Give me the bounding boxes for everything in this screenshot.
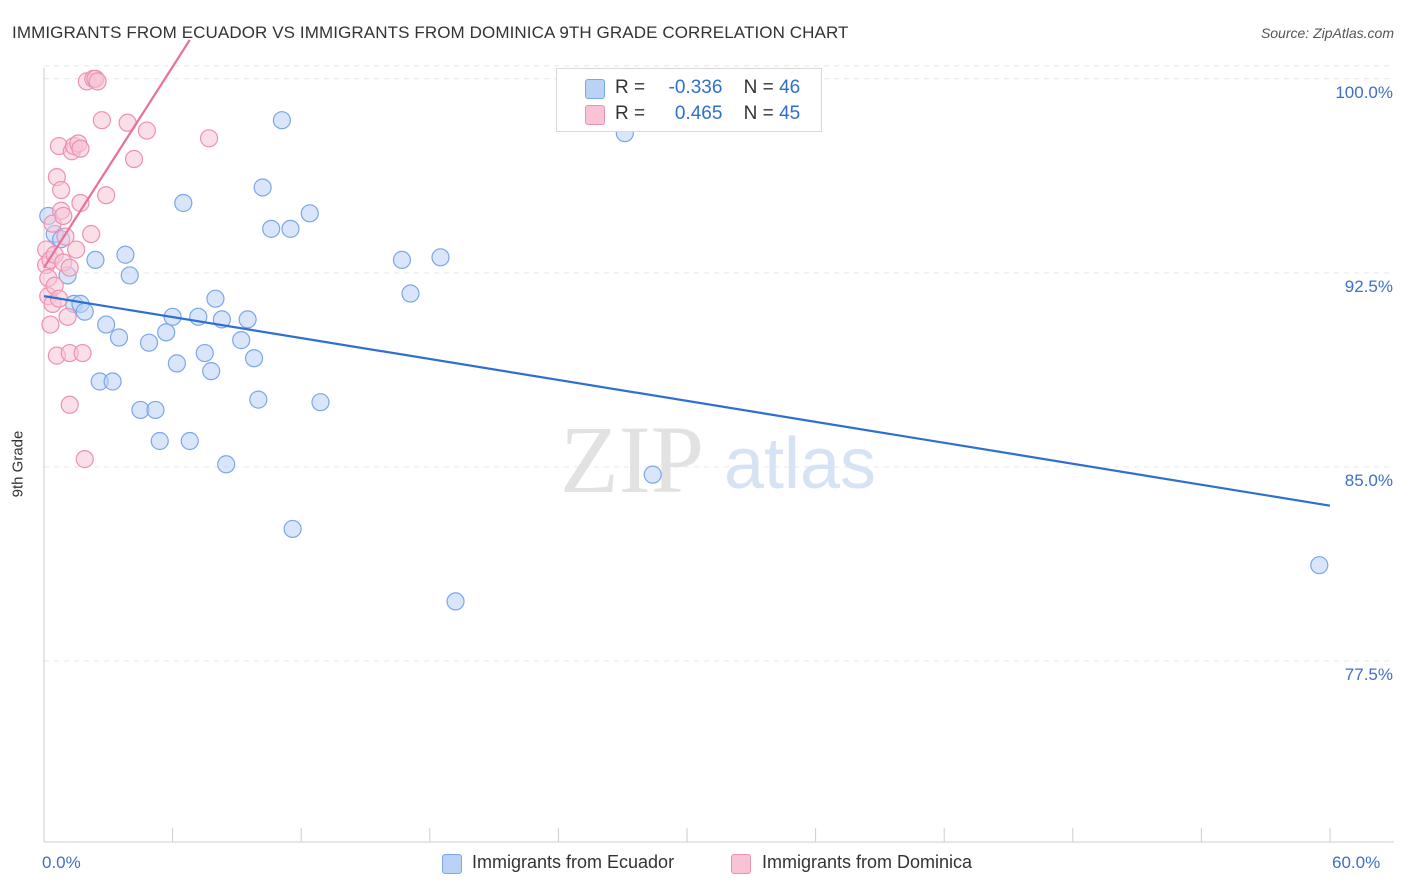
dominica-point bbox=[58, 307, 77, 326]
ecuador-point bbox=[206, 289, 225, 308]
legend-r-value: 0.465 bbox=[674, 103, 723, 124]
dominica-point bbox=[71, 139, 90, 158]
ecuador-point bbox=[431, 248, 450, 267]
ecuador-point bbox=[109, 328, 129, 347]
watermark: ZIP atlas bbox=[560, 406, 876, 513]
dominica-point bbox=[73, 343, 92, 363]
dominica-point bbox=[199, 129, 219, 148]
ecuador-point bbox=[643, 465, 662, 484]
dominica-point bbox=[60, 258, 79, 277]
ecuador-point bbox=[401, 284, 420, 303]
y-tick-label: 92.5% bbox=[1345, 277, 1393, 296]
watermark-zip: ZIP bbox=[560, 406, 704, 513]
ecuador-point bbox=[217, 455, 236, 474]
ecuador-point bbox=[272, 111, 292, 130]
watermark-atlas: atlas bbox=[724, 424, 876, 504]
ecuador-point bbox=[283, 519, 302, 539]
ecuador-point bbox=[75, 302, 94, 321]
legend-swatch-dominica bbox=[585, 105, 605, 125]
ecuador-point bbox=[392, 250, 412, 270]
ecuador-point bbox=[116, 245, 135, 264]
ecuador-point bbox=[180, 431, 199, 451]
dominica-point bbox=[75, 450, 94, 469]
legend-row-ecuador: R = -0.336 N = 46 bbox=[615, 77, 800, 99]
ecuador-point bbox=[1310, 556, 1329, 575]
dominica-point bbox=[60, 395, 79, 414]
ecuador-point bbox=[300, 204, 319, 223]
dominica-trend-line bbox=[43, 39, 191, 269]
ecuador-trend-line bbox=[43, 295, 1331, 507]
bottom-legend-swatch-dominica bbox=[731, 854, 751, 874]
ecuador-point bbox=[103, 372, 122, 391]
y-tick-label: 85.0% bbox=[1345, 471, 1393, 490]
ecuador-point bbox=[120, 266, 139, 285]
ecuador-point bbox=[281, 219, 300, 238]
ecuador-point bbox=[150, 431, 169, 451]
ecuador-point bbox=[311, 393, 330, 412]
ecuador-point bbox=[167, 354, 186, 373]
data-points bbox=[37, 69, 1329, 611]
ecuador-point bbox=[262, 219, 281, 238]
gridlines bbox=[44, 65, 1394, 662]
legend-r-value: -0.336 bbox=[668, 77, 723, 98]
bottom-legend-swatch-ecuador bbox=[442, 854, 462, 874]
ecuador-point bbox=[195, 343, 214, 363]
legend-n-value: 46 bbox=[779, 77, 801, 98]
ecuador-point bbox=[146, 400, 165, 420]
ecuador-point bbox=[139, 333, 159, 352]
ecuador-point bbox=[232, 331, 251, 350]
legend-n-value: 45 bbox=[779, 103, 801, 124]
ecuador-point bbox=[249, 390, 268, 409]
axes bbox=[43, 68, 1394, 843]
y-tick-labels: 77.5% 85.0% 92.5% 100.0% bbox=[1335, 83, 1393, 684]
bottom-legend-dominica: Immigrants from Dominica bbox=[762, 852, 973, 872]
legend-n-label: N = bbox=[743, 103, 774, 124]
ecuador-point bbox=[446, 592, 465, 611]
ecuador-point bbox=[238, 310, 257, 329]
ecuador-point bbox=[86, 250, 105, 270]
legend-row-dominica: R = 0.465 N = 45 bbox=[615, 103, 800, 125]
dominica-point bbox=[137, 121, 156, 140]
y-tick-label: 77.5% bbox=[1345, 665, 1393, 684]
dominica-point bbox=[52, 180, 71, 200]
legend-swatch-ecuador bbox=[585, 79, 605, 99]
dominica-point bbox=[124, 149, 144, 169]
ecuador-point bbox=[202, 362, 221, 381]
dominica-point bbox=[54, 206, 73, 226]
ecuador-point bbox=[174, 193, 193, 213]
chart-title: IMMIGRANTS FROM ECUADOR VS IMMIGRANTS FR… bbox=[12, 23, 849, 42]
bottom-legend-ecuador: Immigrants from Ecuador bbox=[472, 852, 675, 872]
ecuador-point bbox=[253, 178, 272, 197]
source-label: Source: ZipAtlas.com bbox=[1260, 25, 1394, 41]
dominica-point bbox=[82, 224, 101, 244]
trend-lines bbox=[43, 39, 1331, 507]
ecuador-point bbox=[97, 315, 116, 334]
legend-r-label: R = bbox=[615, 103, 646, 124]
x-tick-label-min: 0.0% bbox=[42, 853, 81, 872]
dominica-point bbox=[88, 72, 107, 91]
legend-r-label: R = bbox=[615, 77, 646, 98]
ecuador-point bbox=[244, 349, 264, 368]
dominica-point bbox=[67, 240, 86, 259]
legend-n-label: N = bbox=[743, 77, 774, 98]
x-tick-label-max: 60.0% bbox=[1332, 853, 1381, 872]
y-tick-label: 100.0% bbox=[1335, 83, 1393, 102]
dominica-point bbox=[92, 111, 111, 130]
dominica-point bbox=[41, 315, 60, 334]
correlation-legend: R = -0.336 N = 46 R = 0.465 N = 45 bbox=[556, 68, 822, 132]
dominica-point bbox=[97, 186, 116, 205]
ecuador-point bbox=[157, 323, 176, 342]
